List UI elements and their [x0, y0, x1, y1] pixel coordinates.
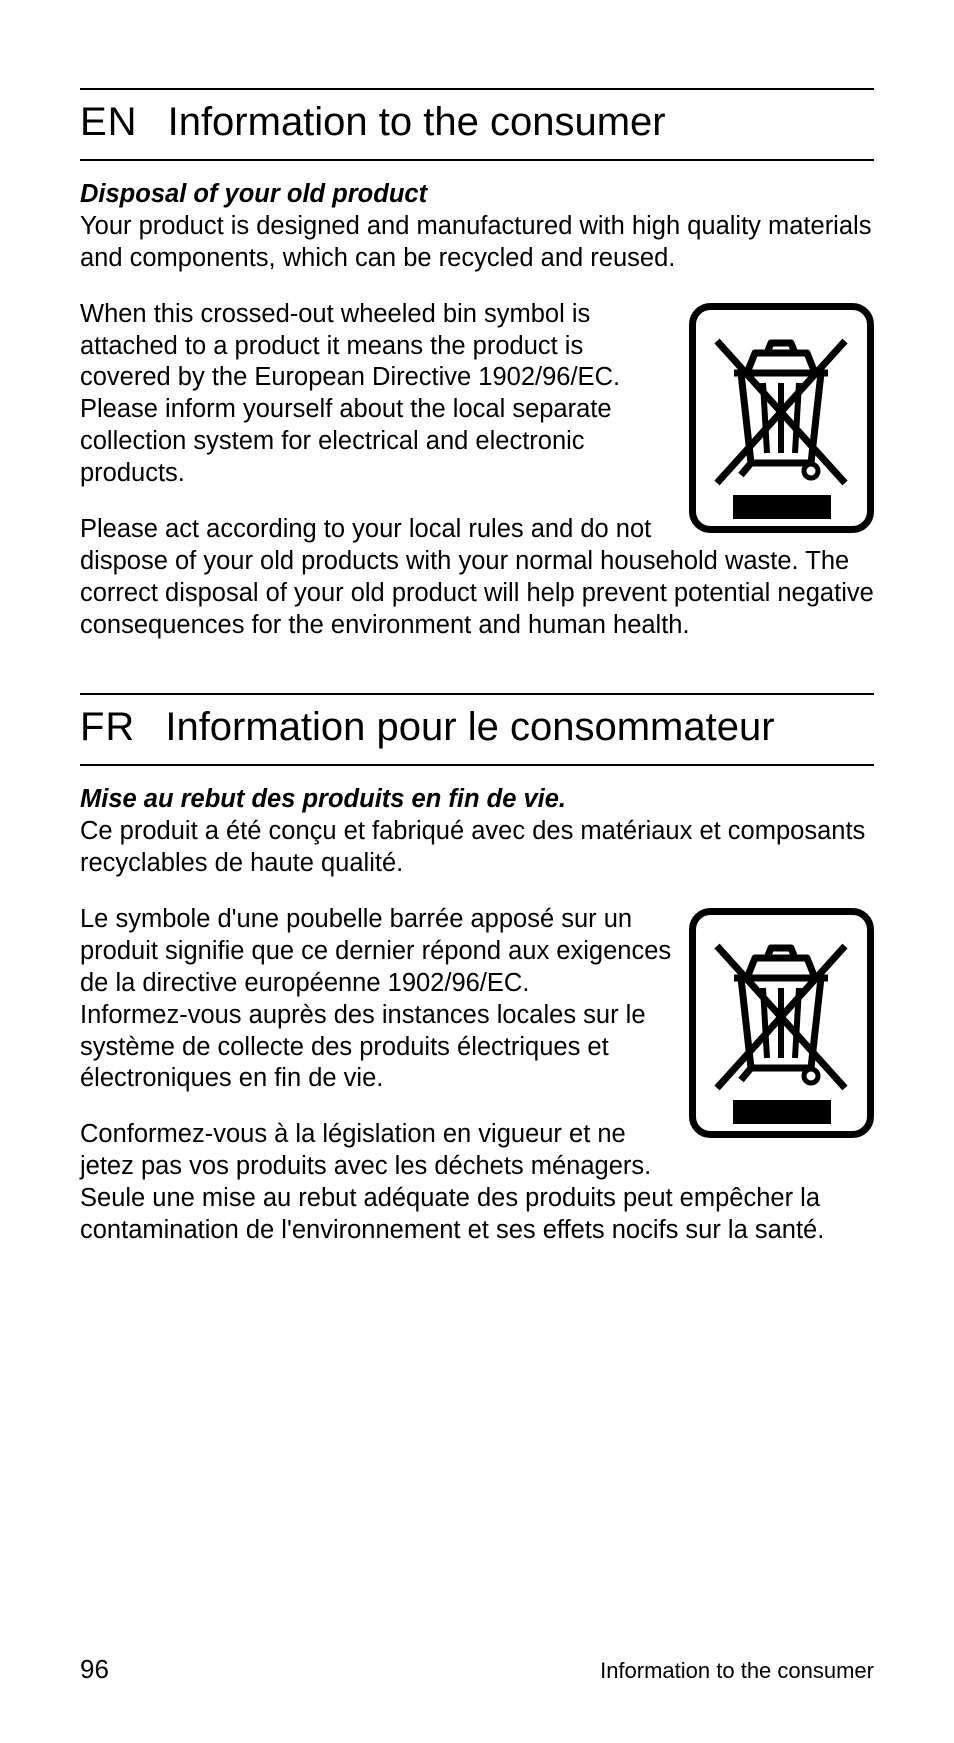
running-title: Information to the consumer [600, 1658, 874, 1684]
section-title-fr: Information pour le consommateur [165, 705, 774, 750]
section-title-en: Information to the consumer [168, 100, 666, 145]
lang-code-fr: FR [80, 705, 135, 750]
para-en-2: When this crossed-out wheeled bin symbol… [80, 300, 620, 392]
para-fr-3: Informez-vous auprès des instances local… [80, 1001, 646, 1093]
page-number: 96 [80, 1654, 109, 1685]
section-header-fr: FR Information pour le consommateur [80, 695, 874, 764]
para-en-3: Please inform yourself about the local s… [80, 395, 612, 487]
section-header-en: EN Information to the consumer [80, 90, 874, 159]
lang-code-en: EN [80, 100, 138, 145]
para-fr-2: Le symbole d'une poubelle barrée apposé … [80, 905, 671, 997]
document-page: EN Information to the consumer Disposal … [0, 0, 954, 1743]
para-en-4: Please act according to your local rules… [80, 515, 874, 639]
weee-crossed-bin-icon [689, 908, 874, 1138]
para-fr-4: Conformez-vous à la législation en vigue… [80, 1120, 651, 1180]
page-footer: 96 Information to the consumer [80, 1654, 874, 1685]
para-fr-5: Seule une mise au rebut adéquate des pro… [80, 1184, 824, 1244]
subhead-fr: Mise au rebut des produits en fin de vie… [80, 785, 566, 813]
subhead-en: Disposal of your old product [80, 180, 427, 208]
section-body-en: Disposal of your old product Your produc… [80, 161, 874, 641]
weee-crossed-bin-icon [689, 303, 874, 533]
para-fr-1: Ce produit a été conçu et fabriqué avec … [80, 817, 865, 877]
section-body-fr: Mise au rebut des produits en fin de vie… [80, 766, 874, 1246]
para-en-1: Your product is designed and manufacture… [80, 212, 871, 272]
